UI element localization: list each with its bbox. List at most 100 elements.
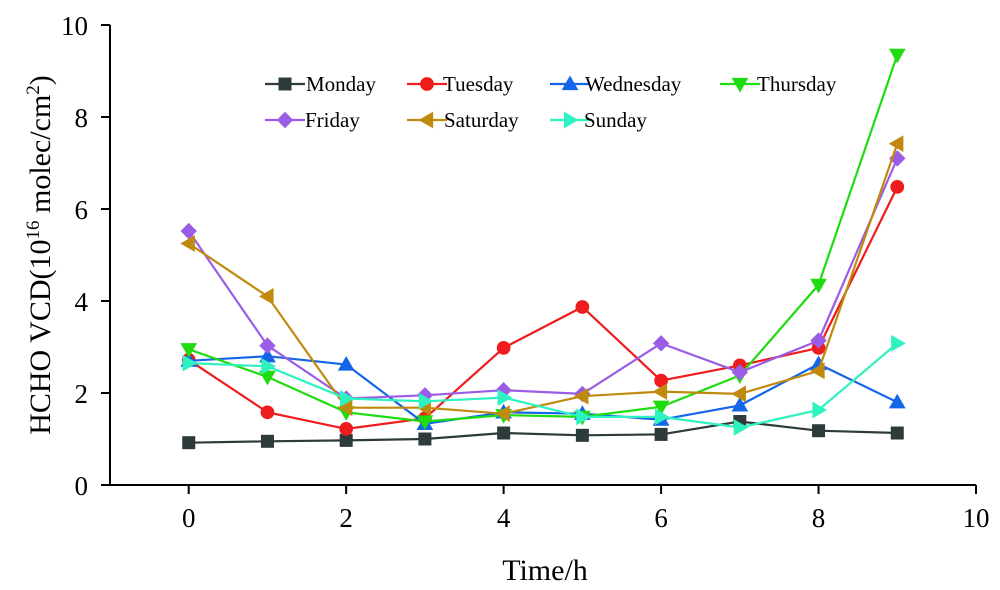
data-point-sunday [418, 392, 434, 410]
x-tick-label: 2 [339, 503, 353, 533]
data-point-sunday [261, 357, 276, 375]
data-point-tuesday [575, 300, 590, 314]
legend-marker [276, 111, 294, 129]
data-point-sunday [733, 419, 749, 436]
y-tick-label: 8 [75, 103, 89, 133]
data-point-thursday [652, 400, 670, 416]
series-layer [180, 48, 906, 450]
legend-label: Sunday [584, 108, 648, 132]
data-point-tuesday [496, 341, 511, 355]
series-line-sunday [188, 342, 899, 429]
data-point-monday [418, 432, 432, 446]
x-tick-label: 10 [963, 503, 990, 533]
series-monday [182, 415, 904, 450]
data-point-saturday [337, 399, 353, 417]
data-point-monday [654, 427, 668, 441]
legend-item-tuesday: Tuesday [407, 72, 514, 96]
legend-marker [563, 111, 579, 129]
data-point-sunday [340, 390, 355, 407]
data-point-monday [497, 426, 511, 440]
legend-item-monday: Monday [265, 72, 376, 96]
plot-area [109, 25, 976, 486]
data-point-friday [810, 332, 827, 349]
y-tick-label: 6 [75, 195, 89, 225]
legend-item-sunday: Sunday [550, 108, 648, 132]
series-thursday [180, 48, 906, 431]
data-point-monday [890, 426, 904, 440]
y-axis-title-close: ) [24, 75, 57, 85]
data-point-saturday [652, 383, 668, 400]
series-sunday [182, 334, 906, 436]
legend: Monday Tuesday Wednesday Thursday Friday Satu… [265, 72, 837, 132]
data-point-saturday [888, 135, 904, 153]
legend-label: Wednesday [585, 72, 682, 96]
data-point-monday [575, 428, 589, 442]
y-axis-title-units: molec/cm [24, 95, 57, 221]
series-saturday [180, 135, 904, 423]
data-point-wednesday [888, 393, 906, 409]
data-point-sunday [497, 389, 513, 406]
data-point-monday [182, 436, 196, 450]
data-point-sunday [182, 354, 198, 372]
legend-label: Tuesday [443, 72, 514, 96]
x-axis-title: Time/h [502, 554, 588, 587]
legend-marker [731, 77, 749, 93]
data-point-friday [259, 337, 276, 354]
y-axis-title-main: HCHO VCD(10 [24, 240, 57, 435]
x-tick-label: 4 [497, 503, 511, 533]
y-axis-title-exp1: 16 [23, 221, 44, 240]
legend-label: Thursday [757, 72, 837, 96]
ticks: 0 2 4 6 8 10 0 2 4 6 8 10 [61, 11, 990, 533]
legend-label: Friday [305, 108, 360, 132]
data-point-saturday [810, 362, 825, 380]
y-tick-label: 4 [75, 287, 89, 317]
legend-marker [278, 77, 292, 91]
data-point-thursday [416, 415, 434, 431]
data-point-saturday [731, 385, 746, 403]
data-point-saturday [495, 405, 510, 423]
data-point-sunday [576, 408, 591, 426]
legend-marker [420, 77, 434, 91]
data-point-monday [260, 434, 274, 448]
data-point-wednesday [731, 396, 749, 412]
data-point-sunday [654, 408, 670, 426]
data-point-wednesday [337, 355, 355, 371]
legend-item-wednesday: Wednesday [550, 72, 682, 96]
data-point-monday [812, 424, 826, 438]
data-point-monday [339, 433, 353, 447]
series-tuesday [181, 180, 905, 436]
data-point-friday [731, 364, 749, 381]
data-point-saturday [180, 235, 195, 252]
x-tick-label: 0 [182, 503, 196, 533]
legend-item-thursday: Thursday [720, 72, 837, 96]
y-axis-title-exp2: 2 [23, 85, 44, 95]
series-line-friday [187, 157, 899, 400]
legend-item-saturday: Saturday [407, 108, 519, 132]
data-point-sunday [812, 401, 828, 419]
data-point-tuesday [260, 405, 275, 420]
series-line-monday [188, 420, 898, 444]
x-tick-label: 6 [654, 503, 668, 533]
data-point-tuesday [890, 180, 905, 194]
data-point-thursday [259, 370, 276, 386]
legend-item-friday: Friday [265, 108, 360, 132]
data-point-friday [180, 222, 197, 240]
data-point-saturday [258, 288, 274, 305]
series-line-thursday [188, 54, 899, 423]
y-tick-label: 2 [75, 379, 89, 409]
legend-marker [418, 111, 434, 129]
data-point-thursday [810, 278, 827, 294]
legend-marker [561, 75, 579, 91]
data-point-thursday [180, 343, 198, 358]
data-point-friday [652, 335, 670, 352]
series-line-wednesday [188, 355, 898, 425]
y-axis-title: HCHO VCD(1016 molec/cm2) [23, 75, 57, 435]
y-tick-label: 0 [75, 471, 89, 501]
x-tick-label: 8 [812, 503, 826, 533]
data-point-saturday [573, 387, 589, 405]
series-line-saturday [188, 143, 899, 415]
data-point-thursday [888, 48, 906, 64]
series-friday [180, 150, 906, 407]
legend-label: Saturday [444, 108, 519, 132]
